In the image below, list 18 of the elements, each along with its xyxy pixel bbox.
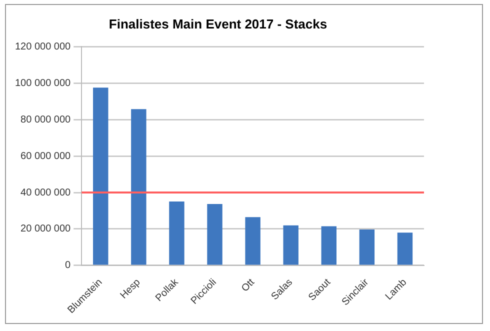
y-tick-label: 0 — [65, 260, 72, 272]
bar — [359, 230, 375, 265]
y-tick-label: 120 000 000 — [14, 41, 72, 52]
bar — [245, 217, 260, 265]
y-tick-label: 80 000 000 — [20, 114, 72, 126]
y-tick-label: 100 000 000 — [14, 78, 72, 89]
bar — [207, 204, 222, 265]
bar — [283, 225, 298, 265]
bar — [321, 226, 336, 265]
chart-title: Finalistes Main Event 2017 - Stacks — [108, 16, 328, 32]
y-tick-label: 20 000 000 — [20, 224, 72, 235]
bar — [93, 88, 108, 265]
bar — [131, 109, 146, 265]
bar — [397, 232, 413, 265]
bar — [169, 201, 184, 265]
y-tick-label: 60 000 000 — [20, 150, 72, 162]
x-tick-label: Ott — [240, 276, 258, 294]
y-tick-label: 40 000 000 — [20, 187, 72, 198]
